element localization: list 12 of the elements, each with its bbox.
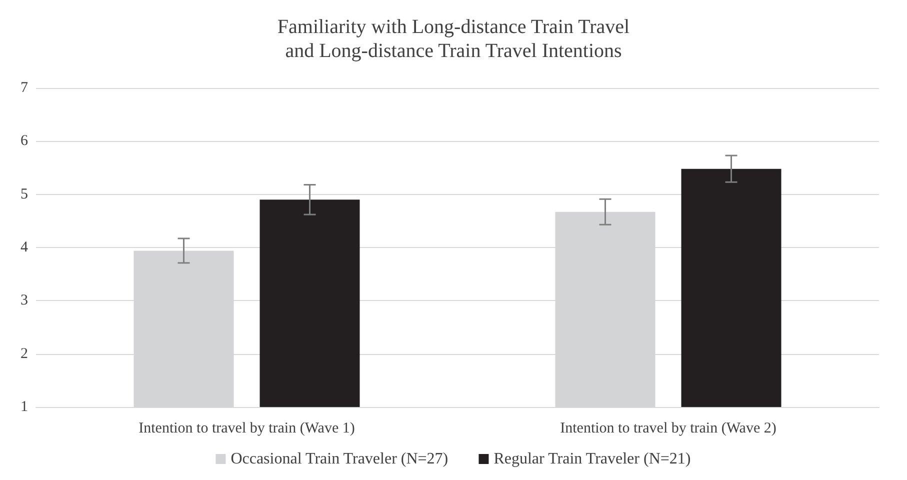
y-tick-label: 5 <box>20 186 28 202</box>
y-tick-label: 3 <box>20 292 28 309</box>
x-tick-label: Intention to travel by train (Wave 2) <box>560 420 776 436</box>
legend-label: Regular Train Traveler (N=21) <box>494 450 691 468</box>
x-tick-label: Intention to travel by train (Wave 1) <box>138 420 355 436</box>
chart-title: Familiarity with Long-distance Train Travel and Long-distance Train Travel Intentions <box>277 16 630 62</box>
y-tick-label: 7 <box>20 80 28 96</box>
y-tick-label: 2 <box>20 346 28 362</box>
y-tick-label: 4 <box>20 240 28 256</box>
legend-label: Occasional Train Traveler (N=27) <box>230 450 448 468</box>
y-tick-label: 1 <box>20 399 28 415</box>
y-tick-label: 6 <box>20 133 28 150</box>
